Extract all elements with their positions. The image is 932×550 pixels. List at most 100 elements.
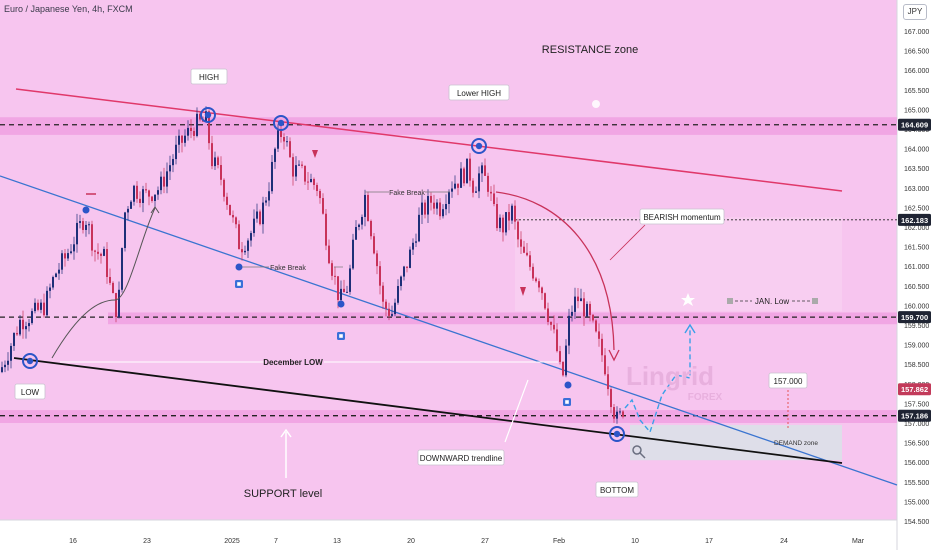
candle-body [73, 244, 75, 252]
candle-body [64, 253, 66, 259]
candle-body [322, 198, 324, 214]
candle-body [316, 184, 318, 192]
y-tick-label-21: 156.500 [904, 441, 929, 448]
bottom-label-box [595, 481, 639, 498]
candle-body [229, 204, 231, 215]
y-tick-label-19: 157.500 [904, 401, 929, 408]
y-tick-label-8: 163.000 [904, 186, 929, 193]
candle-body [100, 253, 102, 256]
resistance-zone-label: RESISTANCE zone [542, 44, 638, 56]
candle-body [484, 165, 486, 176]
candle-body [352, 239, 354, 269]
y-tick-label-9: 162.500 [904, 205, 929, 212]
target-price-label-box [768, 372, 808, 389]
candle-body [325, 213, 327, 246]
price-box-label-2: 159.700 [901, 313, 928, 322]
candle-body [565, 345, 567, 376]
y-tick-label-14: 160.000 [904, 303, 929, 310]
swing-dot-1 [82, 206, 90, 214]
y-tick-label-6: 164.000 [904, 147, 929, 154]
high-label: HIGH [199, 73, 219, 82]
candle-body [250, 233, 252, 241]
x-tick-label-7: Feb [553, 538, 565, 545]
x-tick-label-5: 20 [407, 538, 415, 545]
candle-body [49, 287, 51, 291]
price-box-2 [898, 311, 931, 324]
candle-body [292, 157, 294, 177]
jan-low-label: JAN. Low [755, 297, 789, 306]
candle-body [238, 224, 240, 250]
candle-body [118, 289, 120, 318]
candle-body [454, 183, 456, 189]
fake-break-2-label: Fake Break [389, 190, 425, 197]
candle-body [43, 302, 45, 316]
candle-body [448, 191, 450, 204]
candle-body [355, 227, 357, 240]
candle-body [169, 165, 171, 172]
candle-body [364, 194, 366, 217]
high-circle-dot [204, 111, 212, 119]
candle-body [175, 144, 177, 160]
candle-body [382, 285, 384, 302]
candles-group [1, 106, 624, 424]
december-low-label: December LOW [263, 358, 323, 367]
candle-body [421, 202, 423, 215]
high-circle [200, 107, 216, 123]
candle-body [187, 127, 189, 136]
y-tick-label-17: 158.500 [904, 362, 929, 369]
y-tick-label-1: 166.500 [904, 49, 929, 56]
candle-body [31, 311, 33, 324]
projection-path [624, 330, 691, 434]
y-tick-label-10: 162.000 [904, 225, 929, 232]
candle-body [610, 389, 612, 408]
support-arrowhead [280, 428, 292, 438]
candle-body [373, 236, 375, 254]
target-price-label: 157.000 [774, 377, 803, 386]
candle-body [379, 266, 381, 286]
candle-body [127, 208, 129, 213]
candle-body [223, 179, 225, 197]
candle-body [148, 190, 150, 197]
candle-body [298, 164, 300, 166]
y-tick-label-13: 160.500 [904, 284, 929, 291]
y-tick-label-22: 156.000 [904, 460, 929, 467]
watermark-sub: FOREX [688, 392, 723, 403]
candle-body [550, 321, 552, 325]
candle-body [622, 411, 624, 417]
candle-body [445, 203, 447, 210]
candle-body [19, 319, 21, 335]
candle-body [133, 185, 135, 202]
x-tick-label-4: 13 [333, 538, 341, 545]
candle-body [469, 158, 471, 181]
candle-body [496, 204, 498, 229]
candle-body [553, 324, 555, 330]
candle-body [268, 191, 270, 201]
jan-low-check-2 [812, 298, 818, 304]
candle-body [475, 191, 477, 193]
candle-body [562, 361, 564, 376]
candle-body [130, 201, 132, 209]
currency-button[interactable]: JPY [903, 4, 927, 20]
candle-body [370, 220, 372, 237]
candle-body [106, 249, 108, 278]
candle-body [7, 360, 9, 365]
candle-body [286, 141, 288, 143]
candle-body [577, 296, 579, 302]
candle-body [70, 251, 72, 254]
candle-body [256, 211, 258, 219]
second-high-circle [273, 115, 289, 131]
candle-body [424, 202, 426, 215]
candle-body [568, 315, 570, 346]
candle-body [37, 302, 39, 310]
swing-dot-4 [564, 381, 572, 389]
candle-body [91, 224, 93, 251]
candle-body [25, 326, 27, 330]
candle-body [190, 127, 192, 131]
candle-body [556, 329, 558, 352]
y-tick-label-12: 161.000 [904, 264, 929, 271]
candle-body [34, 302, 36, 312]
candle-body [547, 308, 549, 322]
candle-body [337, 276, 339, 301]
candle-body [136, 185, 138, 199]
